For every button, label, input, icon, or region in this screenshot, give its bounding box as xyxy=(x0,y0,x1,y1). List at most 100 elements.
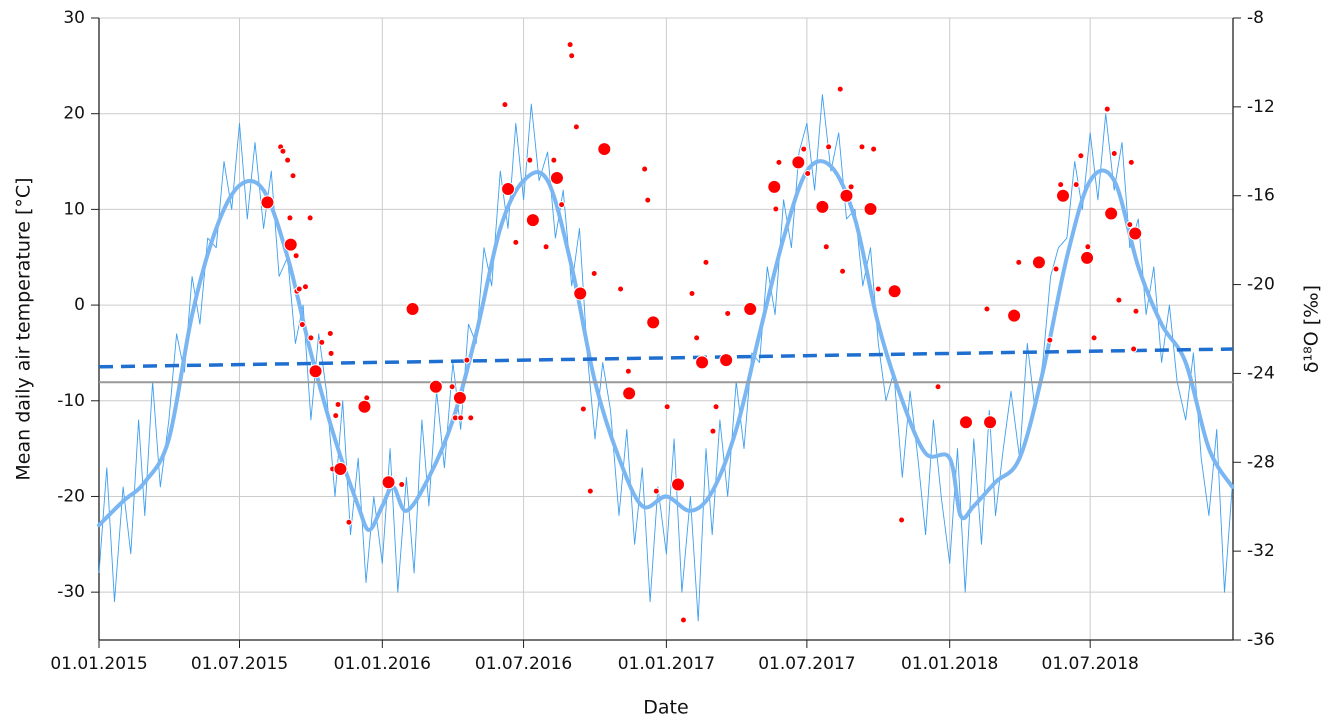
y2-tick-label: -28 xyxy=(1247,452,1275,472)
data-point xyxy=(289,172,297,180)
data-point xyxy=(542,243,550,251)
data-point xyxy=(719,353,734,368)
data-point xyxy=(467,414,475,422)
data-point xyxy=(617,285,625,293)
data-point xyxy=(671,477,686,492)
data-point xyxy=(1103,105,1111,113)
y2-tick-label: -12 xyxy=(1247,97,1275,117)
data-point xyxy=(870,145,878,153)
data-point xyxy=(983,415,998,430)
data-point xyxy=(679,616,687,624)
data-point xyxy=(298,321,306,329)
data-point xyxy=(586,487,594,495)
data-point xyxy=(822,243,830,251)
y-tick-label: 0 xyxy=(74,295,85,315)
data-point xyxy=(934,383,942,391)
data-point xyxy=(644,196,652,204)
data-point xyxy=(641,165,649,173)
data-point xyxy=(1046,336,1054,344)
data-point xyxy=(284,156,292,164)
data-point xyxy=(283,237,298,252)
data-point xyxy=(815,199,830,214)
data-point xyxy=(292,252,300,260)
data-point xyxy=(887,284,902,299)
data-point xyxy=(898,516,906,524)
y2-tick-label: -20 xyxy=(1247,275,1275,295)
data-point xyxy=(622,386,637,401)
x-tick-label: 01.01.2016 xyxy=(334,654,431,674)
data-point xyxy=(839,188,854,203)
data-point xyxy=(1128,226,1143,241)
data-point xyxy=(326,329,334,337)
data-point xyxy=(847,183,855,191)
data-point xyxy=(428,379,443,394)
data-point xyxy=(775,158,783,166)
data-point xyxy=(260,195,275,210)
data-point xyxy=(1115,296,1123,304)
x-tick-label: 01.07.2015 xyxy=(191,654,288,674)
data-point xyxy=(688,289,696,297)
data-point xyxy=(501,182,516,197)
data-point xyxy=(590,269,598,277)
data-point xyxy=(501,101,509,109)
data-point xyxy=(695,355,710,370)
y-tick-label: 30 xyxy=(63,8,85,28)
data-point xyxy=(1126,221,1134,229)
series-line xyxy=(98,347,1234,369)
data-point xyxy=(1110,150,1118,158)
data-point xyxy=(566,41,574,49)
data-point xyxy=(334,401,342,409)
data-point xyxy=(983,305,991,313)
data-point xyxy=(333,461,348,476)
data-point xyxy=(512,238,520,246)
data-point xyxy=(1084,243,1092,251)
data-point xyxy=(463,356,471,364)
data-point xyxy=(652,487,660,495)
data-point xyxy=(525,213,540,228)
data-point xyxy=(836,85,844,93)
data-point xyxy=(874,285,882,293)
data-point xyxy=(1015,258,1023,266)
data-point xyxy=(1130,345,1138,353)
data-point xyxy=(1072,181,1080,189)
data-point xyxy=(398,481,406,488)
data-point xyxy=(839,267,847,275)
data-point xyxy=(308,364,323,379)
data-point xyxy=(709,427,717,435)
data-point xyxy=(1080,250,1095,265)
data-point xyxy=(286,214,294,222)
data-point xyxy=(357,399,372,414)
smoothed-line xyxy=(97,159,1235,532)
y2-axis-title: δ¹⁸O [‰] xyxy=(1301,285,1323,373)
y-tick-label: 10 xyxy=(63,199,85,219)
data-point xyxy=(693,334,701,342)
data-point xyxy=(1090,334,1098,342)
data-point xyxy=(306,214,314,222)
y-tick-label: -10 xyxy=(57,391,85,411)
y2-tick-label: -36 xyxy=(1247,630,1275,650)
data-point xyxy=(646,315,661,330)
data-point xyxy=(1031,255,1046,270)
y-tick-label: 20 xyxy=(63,104,85,124)
data-point xyxy=(663,403,671,411)
data-point xyxy=(550,156,558,164)
y2-tick-label: -32 xyxy=(1247,541,1275,561)
series-line xyxy=(98,94,1233,622)
data-point xyxy=(1057,181,1065,189)
data-point xyxy=(572,123,580,131)
y-axis-title: Mean daily air temperature [°C] xyxy=(13,177,35,480)
data-point xyxy=(549,170,564,185)
data-point xyxy=(791,155,806,170)
x-tick-label: 01.07.2017 xyxy=(758,654,855,674)
data-point xyxy=(804,170,812,177)
x-tick-label: 01.01.2017 xyxy=(618,654,715,674)
data-point xyxy=(712,403,720,411)
y2-tick-label: -8 xyxy=(1247,8,1264,28)
y-tick-label: -30 xyxy=(57,582,85,602)
data-point xyxy=(1007,308,1022,323)
data-point xyxy=(1104,206,1119,221)
data-point xyxy=(743,302,758,317)
data-point xyxy=(526,156,534,164)
